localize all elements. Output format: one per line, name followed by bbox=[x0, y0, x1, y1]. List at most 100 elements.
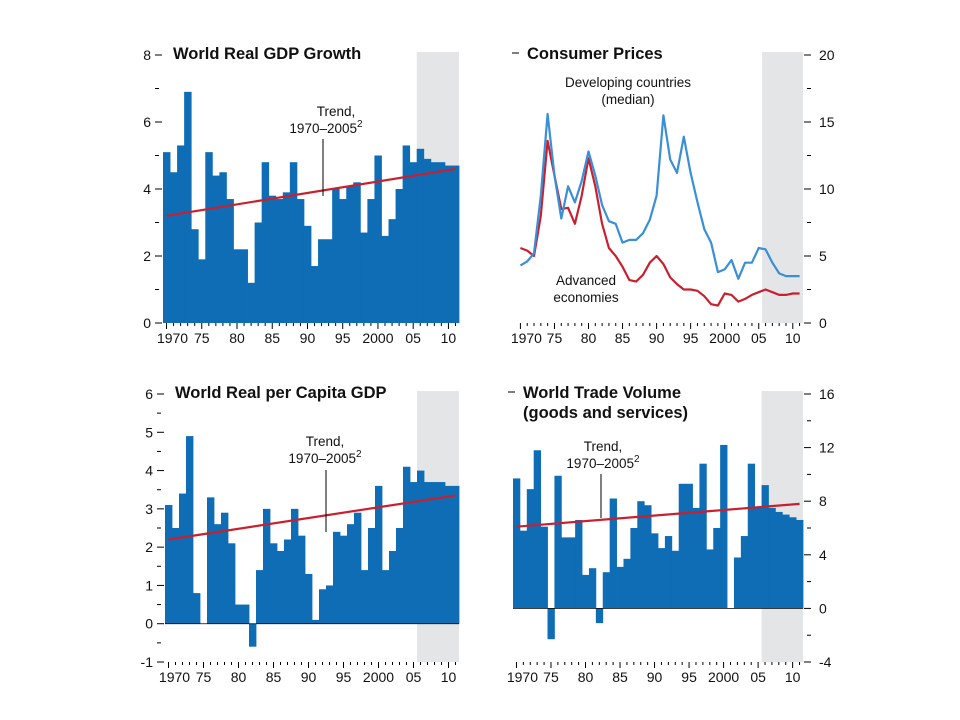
x-tick-label: 75 bbox=[543, 669, 559, 685]
bar-1977 bbox=[212, 175, 220, 323]
bar-1994 bbox=[678, 483, 687, 609]
x-tick-label: 85 bbox=[612, 669, 628, 685]
y-tick-label: 0 bbox=[143, 315, 151, 331]
annotation-trend-years: 1970–20052 bbox=[566, 454, 640, 471]
annotation-trend: Trend, bbox=[584, 439, 623, 454]
bar-1980 bbox=[235, 604, 243, 624]
bar-1978 bbox=[221, 512, 229, 624]
bar-1976 bbox=[554, 475, 562, 609]
y-tick-label: 3 bbox=[145, 501, 153, 517]
bar-2005 bbox=[410, 482, 418, 624]
bar-1992 bbox=[319, 589, 327, 624]
bar-1976 bbox=[205, 152, 213, 323]
bar-2003 bbox=[396, 528, 404, 624]
x-tick-label: 95 bbox=[681, 669, 697, 685]
bar-2002 bbox=[733, 557, 742, 609]
x-tick-label: 10 bbox=[441, 330, 457, 346]
bar-1997 bbox=[699, 463, 707, 609]
bar-2006 bbox=[761, 485, 769, 609]
x-tick-label: 80 bbox=[578, 669, 594, 685]
bar-1977 bbox=[561, 537, 569, 609]
bar-2004 bbox=[403, 466, 411, 624]
trend-line bbox=[516, 502, 800, 528]
x-tick-label: 85 bbox=[266, 669, 282, 685]
bar-2010 bbox=[445, 485, 453, 624]
bar-1971 bbox=[170, 172, 178, 323]
bar-1995 bbox=[340, 535, 348, 624]
x-tick-label: 80 bbox=[231, 669, 247, 685]
bar-1993 bbox=[671, 550, 680, 609]
x-tick-label: 90 bbox=[647, 669, 663, 685]
bar-1973 bbox=[533, 450, 542, 609]
y-tick-label: 5 bbox=[819, 248, 827, 264]
y-tick-label: 4 bbox=[143, 181, 151, 197]
bar-1975 bbox=[547, 608, 555, 640]
annotation-label: (median) bbox=[601, 92, 654, 107]
x-tick-label: 95 bbox=[335, 330, 351, 346]
bar-2011 bbox=[451, 165, 460, 323]
bar-1978 bbox=[568, 537, 576, 609]
y-tick-label: -1 bbox=[141, 654, 154, 670]
x-tick-label: 10 bbox=[785, 330, 801, 346]
bar-2005 bbox=[409, 162, 418, 323]
y-tick-label: 5 bbox=[145, 424, 153, 440]
bar-1995 bbox=[339, 199, 347, 323]
annotation-trend: Trend, bbox=[306, 434, 345, 449]
bar-1993 bbox=[325, 239, 333, 323]
series-line-1 bbox=[519, 112, 800, 280]
bar-1987 bbox=[282, 192, 291, 323]
bar-1984 bbox=[609, 498, 617, 609]
bar-1989 bbox=[298, 535, 306, 624]
bar-1972 bbox=[177, 145, 185, 323]
y-tick-label: 2 bbox=[145, 539, 153, 555]
chart-title: World Trade Volume bbox=[523, 384, 681, 402]
bar-1980 bbox=[582, 574, 590, 609]
bar-1976 bbox=[207, 497, 215, 624]
bar-1990 bbox=[305, 573, 313, 624]
x-tick-label: 10 bbox=[441, 669, 457, 685]
bar-1973 bbox=[184, 91, 192, 323]
bar-1998 bbox=[361, 570, 369, 624]
x-tick-label: 1970 bbox=[157, 330, 188, 346]
bar-1982 bbox=[249, 623, 257, 647]
panel-1: 1970 75 80 85 90 95 2000 05 10 0 2 4 6 8 World Real GD… bbox=[143, 45, 460, 346]
x-tick-label: 95 bbox=[683, 330, 699, 346]
panel-4: 1970 75 80 85 90 95 2000 05 10 -4 0 4 8 12 16 World Tra… bbox=[507, 384, 835, 685]
bar-1988 bbox=[637, 501, 645, 609]
y-tick-label: 0 bbox=[145, 616, 153, 632]
x-tick-label: 80 bbox=[581, 330, 597, 346]
bar-1991 bbox=[312, 619, 320, 624]
bar-1979 bbox=[226, 199, 234, 323]
bar-2006 bbox=[417, 470, 425, 624]
x-tick-label: 10 bbox=[785, 669, 801, 685]
chart-title: World Real per Capita GDP bbox=[175, 384, 387, 402]
panel-3: 1970 75 80 85 90 95 2000 05 10 -1 0 1 2 3 4 5 6 World Rea… bbox=[141, 384, 460, 685]
bar-1989 bbox=[644, 505, 652, 609]
bar-2011 bbox=[796, 519, 804, 609]
bar-2001 bbox=[382, 570, 390, 624]
y-tick-label: 0 bbox=[819, 600, 827, 616]
y-tick-label: -4 bbox=[819, 654, 832, 670]
bar-2005 bbox=[754, 506, 762, 609]
x-tick-label: 75 bbox=[547, 330, 563, 346]
annotation-label: Developing countries bbox=[565, 75, 691, 90]
x-tick-label: 80 bbox=[229, 330, 245, 346]
bar-1997 bbox=[353, 182, 361, 323]
x-tick-label: 2000 bbox=[362, 330, 393, 346]
bar-1987 bbox=[284, 539, 292, 624]
bar-1992 bbox=[318, 239, 326, 323]
bar-1975 bbox=[198, 259, 206, 323]
bar-1970 bbox=[165, 505, 173, 624]
y-tick-label: 16 bbox=[819, 386, 835, 402]
x-tick-label: 85 bbox=[264, 330, 280, 346]
bar-1984 bbox=[261, 162, 270, 323]
bar-1987 bbox=[630, 528, 638, 609]
chart-title: World Real GDP Growth bbox=[173, 45, 361, 63]
bar-1984 bbox=[263, 508, 271, 624]
x-tick-label: 90 bbox=[301, 669, 317, 685]
bar-1998 bbox=[706, 549, 714, 609]
bar-1982 bbox=[595, 608, 604, 624]
bar-1973 bbox=[186, 436, 194, 624]
bar-2006 bbox=[416, 148, 425, 323]
bar-1982 bbox=[247, 282, 256, 323]
